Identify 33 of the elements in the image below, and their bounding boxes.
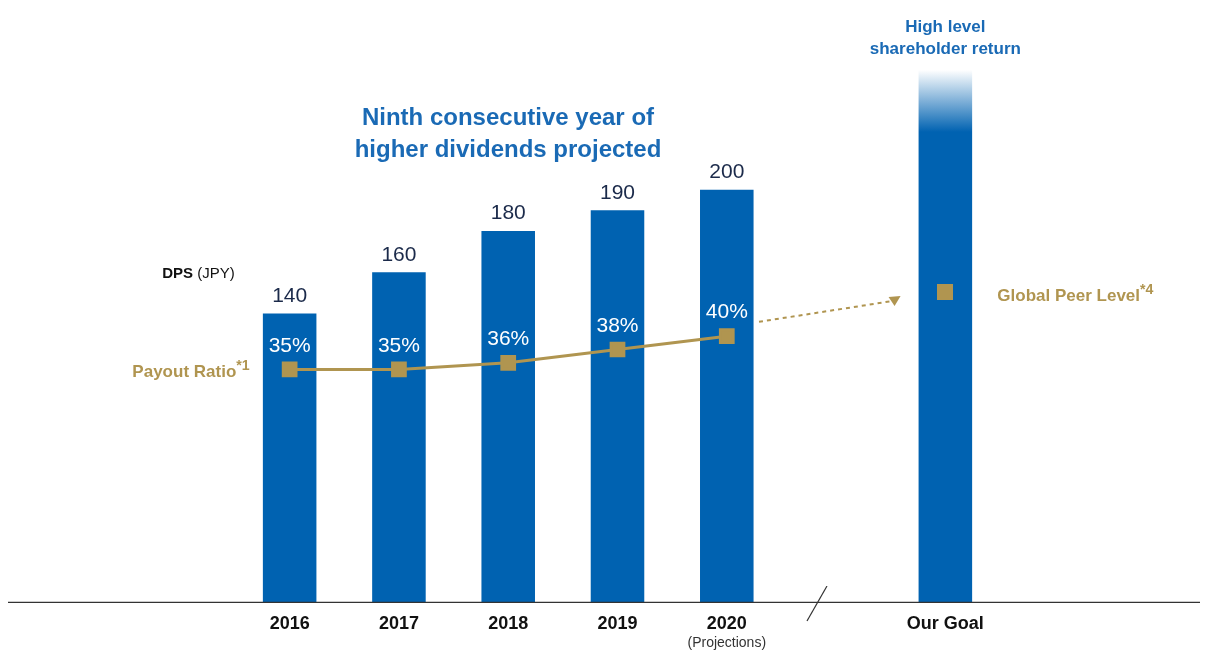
bar xyxy=(262,313,317,603)
bar xyxy=(700,189,754,603)
point xyxy=(281,361,298,378)
data-label: 35% xyxy=(377,332,420,356)
x-tick-label: 2018 xyxy=(488,613,529,634)
data-label: 40% xyxy=(705,299,748,323)
data-label: 180 xyxy=(490,200,526,224)
text: High level shareholder return xyxy=(868,16,1022,60)
x-tick-label: 2019 xyxy=(597,613,638,634)
data-label: 36% xyxy=(487,326,530,350)
x-tick-label: 2016 xyxy=(269,613,310,634)
series-label: Payout Ratio$^{*1}$ xyxy=(132,357,250,383)
annotation: Global Peer Level$^{*4}$ xyxy=(997,281,1154,307)
data-label: 200 xyxy=(709,158,745,182)
point xyxy=(718,328,735,345)
x-tick-label: 2017 xyxy=(378,613,419,634)
point xyxy=(391,361,407,378)
bar xyxy=(918,70,973,603)
bar xyxy=(590,210,645,603)
data-label: 38% xyxy=(596,312,639,336)
text: (Projections) xyxy=(686,634,768,650)
point xyxy=(500,354,517,371)
x-tick-label: 2020 xyxy=(706,613,747,634)
data-label: 190 xyxy=(599,179,636,203)
x-tick-label: Our Goal xyxy=(906,613,984,634)
text: Ninth consecutive year of higher dividends projected xyxy=(354,103,662,162)
bar xyxy=(372,272,426,603)
data-label: 140 xyxy=(272,282,308,306)
bar xyxy=(481,230,535,603)
data-label: 160 xyxy=(381,241,417,265)
y-axis-title: DPS (JPY) xyxy=(162,263,235,281)
data-label: 35% xyxy=(268,332,311,356)
point xyxy=(609,341,626,358)
